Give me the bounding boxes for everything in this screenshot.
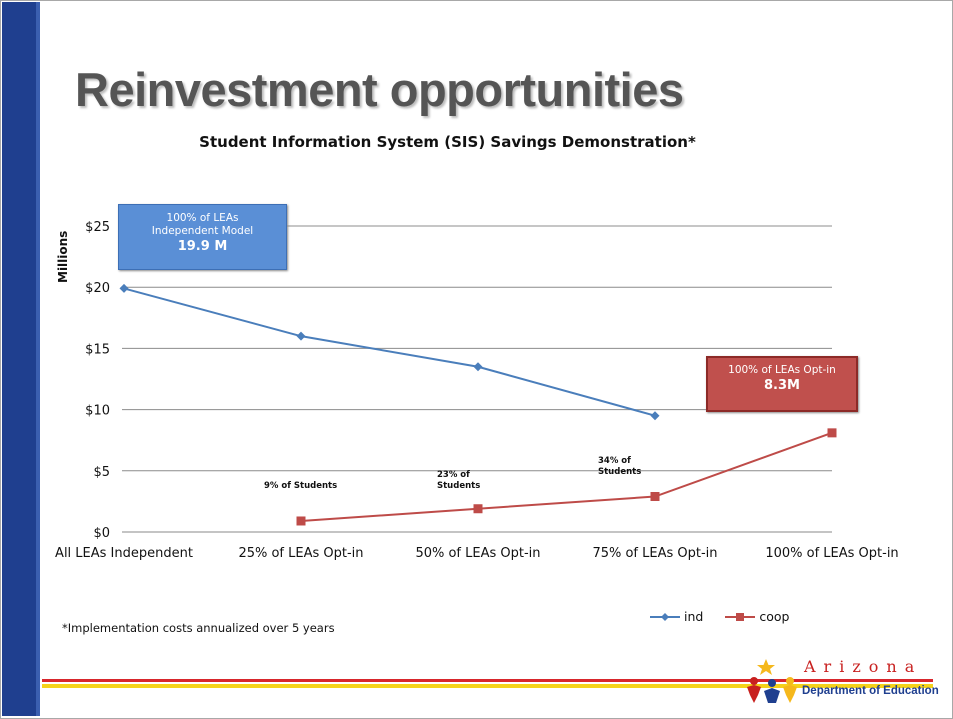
x-tick-label: 75% of LEAs Opt-in: [592, 546, 717, 561]
legend-coop-marker-icon: [725, 612, 756, 621]
y-tick-label: $10: [85, 404, 110, 419]
chart-legend: ind coop: [650, 609, 789, 624]
logo-wordmark: Arizona: [804, 657, 923, 676]
legend-ind-marker-icon: [650, 612, 680, 621]
callout-opt-in-line1: 100% of LEAs Opt-in: [728, 364, 836, 376]
data-point-ind: [296, 331, 306, 341]
series-line-ind: [123, 287, 656, 417]
legend-label-ind: ind: [684, 609, 704, 624]
data-point-coop: [650, 492, 660, 502]
footer-yellow-stripe: [42, 684, 933, 688]
x-tick-label: 100% of LEAs Opt-in: [765, 546, 898, 561]
logo-subtitle: Department of Education: [802, 685, 939, 697]
series-line-coop: [300, 431, 833, 522]
annotation-9pct: 9% of Students: [264, 481, 338, 491]
x-tick-label: All LEAs Independent: [55, 546, 193, 561]
slide-title: Reinvestment opportunities: [75, 63, 684, 116]
footer-red-stripe: [42, 679, 933, 682]
legend-label-coop: coop: [759, 609, 790, 624]
arizona-department-of-education-logo: Arizona Department of Education: [744, 657, 944, 707]
logo-figures-icon: [747, 659, 797, 703]
data-point-ind: [119, 283, 129, 293]
annotation-34pct: 34% of Students: [598, 456, 641, 478]
y-tick-label: $20: [85, 281, 110, 296]
data-point-coop: [296, 516, 306, 526]
data-point-coop: [473, 504, 483, 514]
y-tick-label: $25: [85, 220, 110, 235]
y-tick-labels: $0 $5 $10 $15 $20 $25: [85, 220, 110, 541]
data-point-ind: [473, 362, 483, 372]
callout-independent: 100% of LEAs Independent Model 19.9 M: [118, 204, 287, 270]
annotation-34pct-line2: Students: [598, 467, 642, 477]
legend-item-ind: ind: [650, 609, 703, 624]
y-tick-label: $0: [93, 526, 110, 541]
annotation-23pct-line1: 23% of: [437, 470, 470, 480]
slide-side-bar: [2, 2, 40, 716]
data-point-coop: [827, 428, 837, 438]
callout-independent-line1: 100% of LEAs: [166, 212, 239, 224]
x-tick-label: 50% of LEAs Opt-in: [415, 546, 540, 561]
callout-independent-value: 19.9 M: [177, 239, 228, 254]
y-tick-label: $15: [85, 342, 110, 357]
callout-independent-line2: Independent Model: [151, 225, 254, 237]
data-point-ind: [650, 411, 660, 421]
callout-opt-in-value: 8.3M: [764, 378, 800, 393]
annotation-34pct-line1: 34% of: [598, 456, 631, 466]
callout-opt-in: 100% of LEAs Opt-in 8.3M: [706, 356, 858, 412]
annotation-23pct-line2: Students: [437, 481, 481, 491]
chart-title: Student Information System (SIS) Savings…: [199, 133, 696, 151]
chart-gridlines: [122, 225, 832, 533]
chart-series: [119, 283, 837, 526]
x-tick-labels: All LEAs Independent 25% of LEAs Opt-in 50…: [55, 546, 899, 561]
footnote: *Implementation costs annualized over 5 …: [62, 621, 335, 635]
x-tick-label: 25% of LEAs Opt-in: [238, 546, 363, 561]
annotation-23pct: 23% of Students: [437, 470, 480, 492]
legend-item-coop: coop: [725, 609, 789, 624]
y-tick-label: $5: [93, 465, 110, 480]
